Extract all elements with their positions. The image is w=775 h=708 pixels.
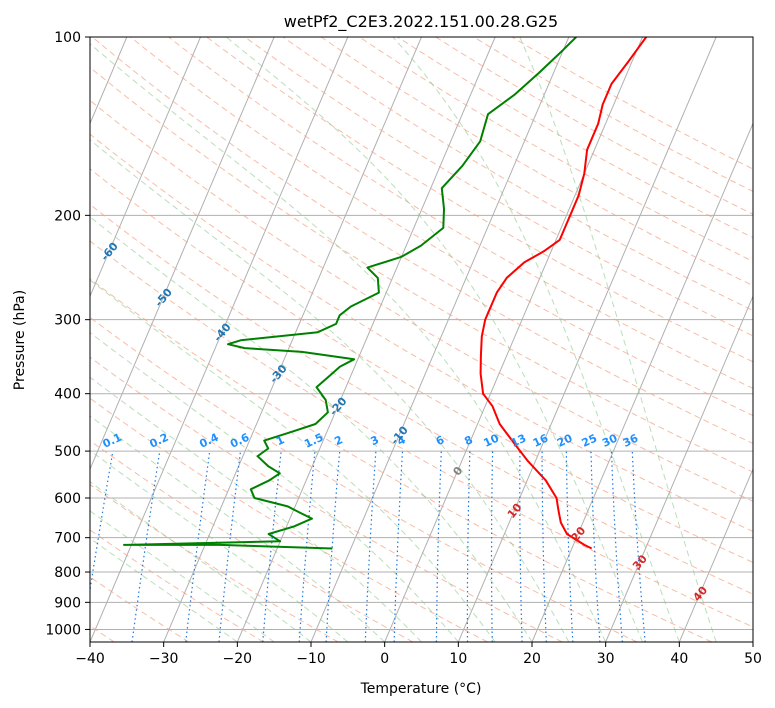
moist-adiabat bbox=[90, 415, 386, 642]
y-tick-label: 100 bbox=[54, 30, 81, 46]
isotherm-line bbox=[678, 467, 753, 642]
moist-adiabat bbox=[90, 139, 570, 642]
moist-adiabat bbox=[225, 37, 643, 642]
x-tick-label: −10 bbox=[296, 651, 326, 667]
x-tick-label: −20 bbox=[223, 651, 253, 667]
moist-adiabat bbox=[90, 216, 533, 642]
dry-adiabat bbox=[90, 203, 753, 595]
mixing-ratio-line bbox=[519, 451, 523, 642]
mixing-ratio-label: 36 bbox=[621, 431, 641, 449]
isotherm-line bbox=[90, 37, 275, 471]
moist-adiabat bbox=[90, 43, 607, 642]
dry-adiabat bbox=[90, 99, 753, 502]
y-tick-label: 300 bbox=[54, 313, 81, 329]
x-tick-label: 40 bbox=[670, 651, 688, 667]
dry-adiabat bbox=[130, 37, 753, 417]
mixing-ratio-line bbox=[610, 451, 623, 642]
moist-adiabat bbox=[90, 510, 275, 642]
plot-area bbox=[90, 37, 753, 642]
y-tick-label: 400 bbox=[54, 387, 81, 403]
x-tick-label: 20 bbox=[523, 651, 541, 667]
mixing-ratio-line bbox=[541, 451, 547, 642]
x-axis-label: Temperature (°C) bbox=[360, 681, 482, 697]
dry-adiabat bbox=[90, 529, 264, 642]
dry-adiabat bbox=[244, 37, 753, 337]
moist-adiabat bbox=[392, 37, 680, 642]
series-layer bbox=[123, 37, 648, 550]
isotherm-line bbox=[457, 37, 717, 642]
mixing-ratio-label: 30 bbox=[600, 431, 620, 449]
y-tick-label: 500 bbox=[54, 444, 81, 460]
plot-frame bbox=[89, 36, 754, 643]
dry-adiabat bbox=[91, 37, 753, 445]
x-tick-label: 30 bbox=[597, 651, 615, 667]
moist-adiabat bbox=[90, 481, 312, 642]
dry-adiabat bbox=[90, 483, 339, 642]
mixing-ratio-label: 25 bbox=[580, 432, 599, 450]
y-tick-label: 600 bbox=[54, 491, 81, 507]
mixing-ratio-line bbox=[262, 451, 282, 642]
mixing-ratio-line bbox=[590, 451, 601, 642]
moist-adiabat bbox=[90, 279, 496, 642]
mixing-ratio-line bbox=[631, 451, 646, 642]
mixing-ratio-line bbox=[218, 451, 242, 642]
chart-title: wetPf2_C2E3.2022.151.00.28.G25 bbox=[284, 12, 558, 32]
mixing-ratio-line bbox=[565, 451, 574, 642]
dry-adiabat bbox=[90, 133, 753, 533]
moist-adiabat bbox=[519, 37, 717, 642]
mixing-ratio-label: 10 bbox=[482, 431, 502, 449]
y-tick-label: 200 bbox=[54, 208, 81, 224]
mixing-ratio-line bbox=[364, 451, 377, 642]
mixing-ratio-line bbox=[131, 451, 161, 642]
mixing-ratio-label: 16 bbox=[531, 431, 551, 449]
isotherm-line bbox=[90, 37, 201, 298]
background-lines bbox=[90, 37, 753, 642]
mixing-ratio-label: 13 bbox=[509, 432, 528, 450]
dry-adiabat bbox=[90, 168, 753, 563]
y-tick-label: 1000 bbox=[45, 622, 81, 638]
dry-adiabat bbox=[90, 356, 563, 642]
mixing-ratio-line bbox=[393, 451, 404, 642]
moist-adiabat bbox=[90, 331, 459, 642]
mixing-ratio-line bbox=[466, 451, 471, 642]
y-axis-label: Pressure (hPa) bbox=[12, 290, 28, 390]
mixing-ratio-line bbox=[298, 451, 316, 642]
x-tick-label: −40 bbox=[75, 651, 105, 667]
moist-adiabat bbox=[90, 537, 238, 642]
x-axis: −40 −30 −20 −10 0 10 20 30 40 50 bbox=[75, 642, 762, 667]
mixing-ratio-line bbox=[490, 451, 494, 642]
dry-adiabat bbox=[90, 240, 753, 628]
mixing-ratio-line bbox=[185, 451, 211, 642]
isotherm-line bbox=[163, 37, 422, 642]
y-tick-label: 900 bbox=[54, 595, 81, 611]
x-tick-label: −30 bbox=[149, 651, 179, 667]
y-axis: 100 200 300 400 500 600 700 800 900 1000 bbox=[45, 30, 90, 638]
mixing-ratio-line bbox=[325, 451, 341, 642]
x-tick-label: 0 bbox=[380, 651, 389, 667]
y-tick-label: 800 bbox=[54, 565, 81, 581]
mixing-ratio-line bbox=[435, 451, 442, 642]
profile-line-1 bbox=[479, 37, 648, 550]
x-tick-label: 50 bbox=[744, 651, 762, 667]
isotherm-line bbox=[605, 295, 753, 642]
dry-adiabat bbox=[282, 37, 753, 312]
y-tick-label: 700 bbox=[54, 531, 81, 547]
dry-adiabat bbox=[90, 278, 712, 642]
mixing-ratio-line bbox=[90, 450, 114, 594]
profile-line-2 bbox=[123, 37, 577, 550]
mixing-ratio-label: 20 bbox=[555, 431, 575, 449]
x-tick-label: 10 bbox=[449, 651, 467, 667]
dry-adiabat bbox=[90, 316, 638, 642]
isotherm-line bbox=[384, 37, 643, 642]
isotherm-line bbox=[531, 122, 753, 642]
